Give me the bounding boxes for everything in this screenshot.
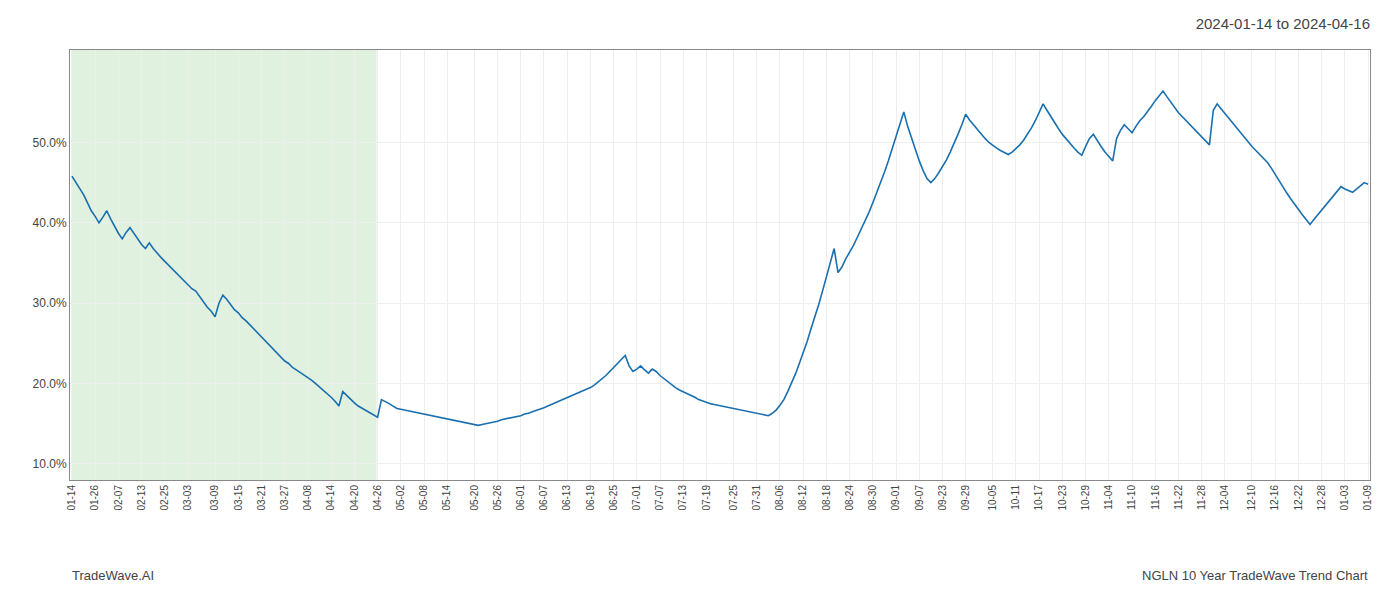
svg-text:01-03: 01-03 (1339, 485, 1350, 511)
svg-text:03-03: 03-03 (182, 485, 193, 511)
svg-text:04-26: 04-26 (372, 485, 383, 511)
svg-text:09-29: 09-29 (960, 485, 971, 511)
svg-text:06-13: 06-13 (561, 485, 572, 511)
svg-text:03-15: 03-15 (233, 485, 244, 511)
svg-text:08-18: 08-18 (821, 485, 832, 511)
svg-text:01-26: 01-26 (89, 485, 100, 511)
svg-text:02-25: 02-25 (159, 485, 170, 511)
svg-text:05-14: 05-14 (441, 485, 452, 511)
svg-text:01-14: 01-14 (66, 485, 77, 511)
svg-text:06-07: 06-07 (538, 485, 549, 511)
svg-text:11-10: 11-10 (1126, 485, 1137, 510)
svg-text:03-09: 03-09 (209, 485, 220, 511)
svg-text:TradeWave.AI: TradeWave.AI (72, 568, 154, 583)
svg-text:08-12: 08-12 (797, 485, 808, 511)
svg-text:02-07: 02-07 (113, 485, 124, 511)
svg-text:07-31: 07-31 (751, 485, 762, 511)
svg-text:11-04: 11-04 (1103, 485, 1114, 510)
svg-text:02-13: 02-13 (136, 485, 147, 511)
svg-text:03-27: 03-27 (279, 485, 290, 511)
svg-text:2024-01-14 to 2024-04-16: 2024-01-14 to 2024-04-16 (1196, 15, 1370, 32)
svg-text:06-19: 06-19 (585, 485, 596, 511)
svg-text:06-01: 06-01 (515, 485, 526, 511)
svg-text:04-20: 04-20 (349, 485, 360, 511)
svg-text:07-07: 07-07 (654, 485, 665, 511)
svg-text:07-19: 07-19 (701, 485, 712, 511)
svg-text:03-21: 03-21 (256, 485, 267, 511)
svg-text:50.0%: 50.0% (33, 136, 67, 150)
svg-text:12-04: 12-04 (1219, 485, 1230, 511)
svg-text:01-09: 01-09 (1362, 485, 1373, 511)
svg-text:07-25: 07-25 (728, 485, 739, 511)
svg-text:05-26: 05-26 (492, 485, 503, 511)
svg-text:10-11: 10-11 (1010, 485, 1021, 510)
svg-text:04-14: 04-14 (325, 485, 336, 511)
svg-text:09-01: 09-01 (890, 485, 901, 511)
svg-text:NGLN 10 Year TradeWave Trend C: NGLN 10 Year TradeWave Trend Chart (1142, 568, 1368, 583)
svg-text:05-20: 05-20 (469, 485, 480, 511)
svg-text:12-28: 12-28 (1316, 485, 1327, 511)
svg-text:11-22: 11-22 (1173, 485, 1184, 510)
svg-text:10-29: 10-29 (1080, 485, 1091, 511)
svg-text:08-30: 08-30 (867, 485, 878, 511)
svg-text:09-23: 09-23 (937, 485, 948, 511)
svg-text:07-01: 07-01 (631, 485, 642, 511)
svg-text:10-23: 10-23 (1057, 485, 1068, 511)
svg-text:12-10: 12-10 (1246, 485, 1257, 511)
svg-text:10-05: 10-05 (987, 485, 998, 511)
svg-text:08-24: 08-24 (844, 485, 855, 511)
svg-text:40.0%: 40.0% (33, 216, 67, 230)
svg-text:12-16: 12-16 (1269, 485, 1280, 511)
svg-text:05-08: 05-08 (418, 485, 429, 511)
svg-text:07-13: 07-13 (677, 485, 688, 511)
svg-text:11-28: 11-28 (1196, 485, 1207, 510)
svg-text:10-17: 10-17 (1033, 485, 1044, 511)
svg-text:06-25: 06-25 (608, 485, 619, 511)
svg-text:20.0%: 20.0% (33, 377, 67, 391)
svg-text:12-22: 12-22 (1293, 485, 1304, 511)
svg-text:30.0%: 30.0% (33, 296, 67, 310)
svg-text:05-02: 05-02 (395, 485, 406, 511)
svg-text:10.0%: 10.0% (33, 457, 67, 471)
svg-text:09-07: 09-07 (914, 485, 925, 511)
svg-text:04-08: 04-08 (302, 485, 313, 511)
svg-text:11-16: 11-16 (1150, 485, 1161, 510)
svg-text:08-06: 08-06 (774, 485, 785, 511)
